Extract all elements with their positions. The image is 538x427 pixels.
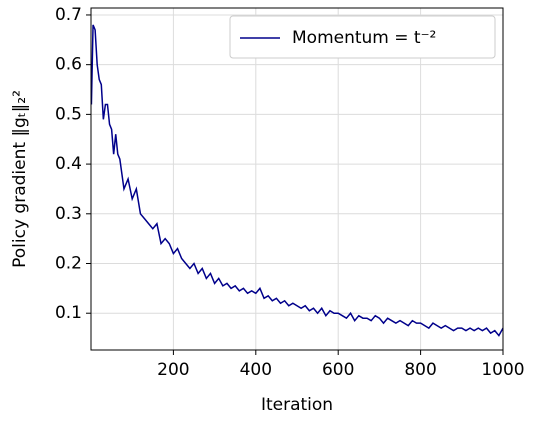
x-tick-label: 600 <box>322 360 354 380</box>
line <box>90 24 504 337</box>
y-tick-label: 0.6 <box>55 55 82 75</box>
y-tick-label: 0.3 <box>55 204 82 224</box>
y-tick-label: 0.1 <box>55 303 82 323</box>
x-tick-label: 800 <box>404 360 436 380</box>
grid <box>91 8 504 350</box>
x-tick-label: 400 <box>240 360 272 380</box>
legend-label: Momentum = t⁻² <box>292 28 436 48</box>
legend-box <box>229 15 496 59</box>
frame <box>90 7 504 351</box>
y-tick-label: 0.2 <box>55 254 82 274</box>
y-tick-label: 0.4 <box>55 154 82 174</box>
x-tick-label: 200 <box>157 360 189 380</box>
x-tick-label: 1000 <box>481 360 524 380</box>
x-axis-label: Iteration <box>261 395 333 415</box>
y-tick-label: 0.5 <box>55 104 82 124</box>
y-tick-label: 0.7 <box>55 5 82 25</box>
plot <box>90 24 504 337</box>
y-axis-label: Policy gradient ‖gₜ‖₂² <box>10 90 30 268</box>
